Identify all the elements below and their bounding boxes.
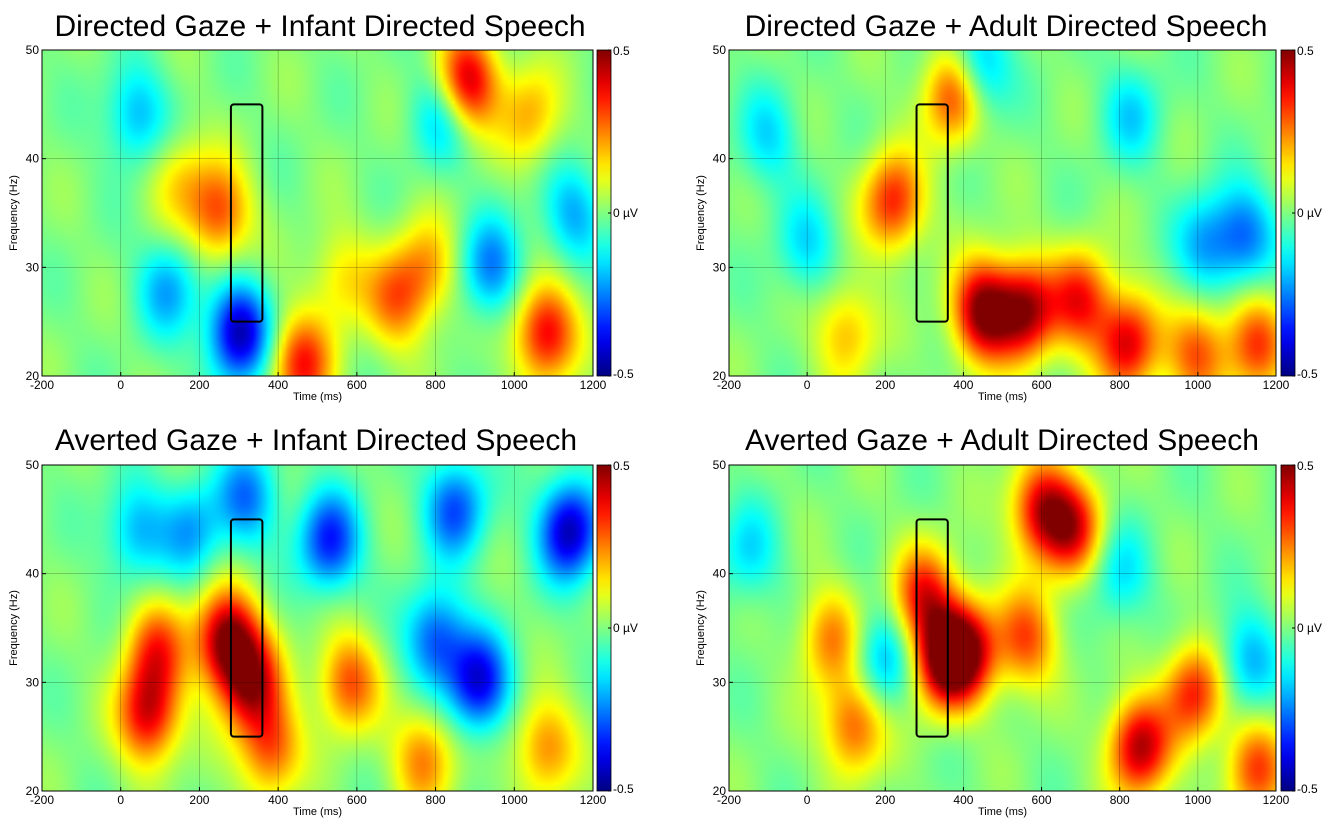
x-tick-label: 800	[426, 378, 446, 392]
x-tick-label: 800	[426, 793, 446, 807]
y-tick-label: 50	[713, 43, 727, 57]
y-tick-label: 30	[713, 675, 727, 689]
y-tick-label: 20	[713, 369, 727, 383]
colorbar-label: 0 µV	[1297, 621, 1322, 635]
colorbar-label: -0.5	[613, 367, 634, 381]
y-tick-label: 30	[26, 675, 40, 689]
x-tick-label: 1000	[1185, 793, 1212, 807]
heatmap-field	[729, 465, 1276, 791]
x-tick-label: 400	[268, 378, 288, 392]
x-tick-label: 0	[117, 378, 124, 392]
panel-3: Averted Gaze + Infant Directed Speech -20…	[8, 424, 638, 818]
y-tick-label: 40	[713, 152, 727, 166]
x-tick-label: 1000	[501, 793, 528, 807]
y-tick-label: 20	[713, 784, 727, 798]
panel-title: Directed Gaze + Infant Directed Speech	[54, 10, 585, 43]
y-tick-label: 30	[713, 260, 727, 274]
plot-frame	[41, 49, 594, 377]
x-tick-label: 1200	[1263, 378, 1290, 392]
y-tick-label: 40	[26, 152, 40, 166]
x-tick-label: 600	[347, 793, 367, 807]
colorbar-label: -0.5	[1297, 367, 1318, 381]
colorbar-label: 0 µV	[613, 206, 638, 220]
x-tick-label: 200	[875, 793, 895, 807]
x-tick-label: 400	[953, 793, 973, 807]
x-tick-label: 200	[189, 793, 209, 807]
x-tick-label: 400	[268, 793, 288, 807]
y-tick-label: 30	[26, 260, 40, 274]
panel-4: Averted Gaze + Adult Directed Speech -200…	[695, 424, 1322, 818]
panel-1: Directed Gaze + Infant Directed Speech -2…	[8, 10, 638, 403]
colorbar-label: -0.5	[613, 782, 634, 796]
plot-frame	[41, 464, 594, 792]
x-tick-label: 600	[1032, 793, 1052, 807]
x-tick-label: -200	[717, 378, 741, 392]
colorbar-label: 0.5	[613, 459, 630, 473]
highlight-box	[229, 518, 264, 738]
x-tick-label: 800	[1110, 378, 1130, 392]
y-axis-label: Frequency (Hz)	[695, 590, 707, 666]
colorbar-label: 0.5	[1297, 44, 1314, 58]
heatmap-field	[729, 50, 1276, 376]
heatmap-field	[42, 465, 593, 791]
x-tick-label: -200	[30, 793, 54, 807]
x-tick-label: 400	[953, 378, 973, 392]
panel-title: Averted Gaze + Adult Directed Speech	[745, 424, 1259, 457]
x-tick-label: 1200	[580, 378, 607, 392]
highlight-box	[915, 103, 949, 323]
y-tick-label: 40	[713, 567, 727, 581]
plot-frame	[728, 49, 1277, 377]
y-tick-label: 50	[26, 43, 40, 57]
heatmap-field	[42, 50, 593, 376]
panel-title: Directed Gaze + Adult Directed Speech	[745, 10, 1268, 43]
panel-2: Directed Gaze + Adult Directed Speech -20…	[695, 10, 1322, 403]
x-tick-label: 1000	[501, 378, 528, 392]
y-tick-label: 50	[713, 458, 727, 472]
x-tick-label: -200	[717, 793, 741, 807]
x-tick-label: 600	[1032, 378, 1052, 392]
x-axis-label: Time (ms)	[293, 806, 342, 818]
y-tick-label: 50	[26, 458, 40, 472]
x-axis-label: Time (ms)	[978, 806, 1027, 818]
x-tick-label: 200	[875, 378, 895, 392]
x-tick-label: 0	[117, 793, 124, 807]
plot-frame	[728, 464, 1277, 792]
highlight-box	[229, 103, 264, 323]
x-tick-label: 0	[804, 793, 811, 807]
highlight-box	[915, 518, 949, 738]
x-tick-label: 600	[347, 378, 367, 392]
y-tick-label: 40	[26, 567, 40, 581]
x-tick-label: 800	[1110, 793, 1130, 807]
x-tick-label: 1200	[1263, 793, 1290, 807]
y-tick-label: 20	[26, 784, 40, 798]
colorbar-label: 0.5	[1297, 459, 1314, 473]
y-axis-label: Frequency (Hz)	[695, 175, 707, 251]
x-tick-label: 1000	[1185, 378, 1212, 392]
colorbar-label: 0 µV	[1297, 206, 1322, 220]
x-tick-label: -200	[30, 378, 54, 392]
x-tick-label: 1200	[580, 793, 607, 807]
colorbar-label: 0.5	[613, 44, 630, 58]
colorbar-label: 0 µV	[613, 621, 638, 635]
y-axis-label: Frequency (Hz)	[8, 590, 20, 666]
y-axis-label: Frequency (Hz)	[8, 175, 20, 251]
x-tick-label: 0	[804, 378, 811, 392]
x-axis-label: Time (ms)	[293, 391, 342, 403]
x-axis-label: Time (ms)	[978, 391, 1027, 403]
colorbar-label: -0.5	[1297, 782, 1318, 796]
y-tick-label: 20	[26, 369, 40, 383]
x-tick-label: 200	[189, 378, 209, 392]
panel-title: Averted Gaze + Infant Directed Speech	[55, 424, 577, 457]
